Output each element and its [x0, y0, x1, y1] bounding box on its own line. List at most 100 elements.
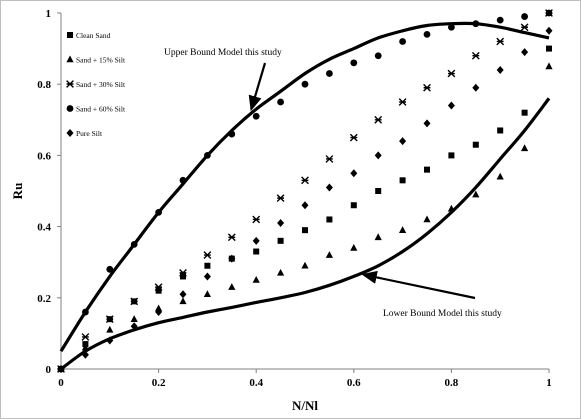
data-point: [326, 70, 333, 77]
data-point: [276, 194, 285, 203]
data-point: [130, 322, 138, 331]
data-point: [301, 201, 309, 210]
data-point: [325, 155, 334, 163]
data-point: [545, 62, 553, 70]
data-point: [521, 144, 529, 152]
annotations: Upper Bound Model this study Lower Bound …: [164, 48, 502, 319]
legend-label: Sand + 30% Silt: [76, 80, 126, 89]
data-point: [82, 308, 89, 316]
data-point: [423, 83, 431, 92]
data-point: [204, 152, 211, 159]
x-tick-label: 0.4: [249, 377, 263, 389]
data-point: [326, 216, 333, 223]
data-point: [203, 272, 211, 281]
legend-label: Pure Silt: [76, 129, 103, 138]
data-point: [398, 98, 407, 106]
data-point: [545, 26, 553, 35]
data-point: [302, 227, 308, 234]
data-point: [155, 287, 162, 294]
data-point: [277, 237, 284, 244]
y-tick-label: 0.4: [37, 222, 51, 234]
data-point: [399, 226, 407, 233]
legend-marker: [66, 55, 74, 63]
legend-marker: [66, 80, 74, 88]
data-point: [180, 273, 186, 280]
data-point: [497, 127, 504, 134]
data-point: [228, 283, 236, 290]
data-point: [228, 254, 236, 263]
y-tick-label: 0.2: [37, 293, 51, 305]
data-point: [252, 276, 260, 283]
data-point: [496, 37, 505, 46]
x-tick-label: 0.8: [445, 377, 459, 389]
data-point: [106, 325, 114, 333]
data-point: [325, 251, 333, 258]
data-point: [496, 16, 504, 24]
data-point: [277, 98, 284, 106]
data-point: [179, 297, 187, 305]
data-point: [374, 115, 383, 124]
data-point: [277, 268, 285, 276]
data-point: [130, 297, 139, 306]
x-tick-label: 0: [58, 377, 64, 389]
data-point: [154, 283, 163, 292]
data-point: [301, 176, 309, 185]
data-point: [496, 172, 504, 180]
x-tick-label: 0.2: [152, 377, 166, 389]
data-point: [350, 169, 358, 178]
data-point: [106, 336, 114, 345]
data-point: [105, 315, 114, 324]
data-point: [106, 265, 114, 273]
data-point: [374, 52, 382, 60]
data-point: [277, 219, 285, 228]
data-point: [447, 69, 456, 78]
upper-bound-label: Upper Bound Model this study: [164, 48, 282, 58]
data-point: [130, 315, 138, 322]
data-point: [325, 183, 333, 192]
data-point: [399, 137, 407, 146]
data-point: [447, 101, 455, 110]
data-point: [472, 141, 479, 148]
y-tick-label: 1: [46, 8, 52, 20]
data-point: [471, 51, 480, 60]
bound-curves: [59, 21, 551, 371]
data-point: [155, 208, 163, 216]
data-point: [424, 166, 430, 173]
data-point: [57, 365, 65, 373]
data-point: [81, 333, 90, 341]
data-point: [521, 109, 528, 116]
legend-marker: [67, 32, 73, 38]
legend-label: Sand + 60% Silt: [76, 105, 126, 114]
data-point: [81, 343, 89, 351]
data-point: [252, 112, 260, 120]
x-axis-title: N/Nl: [292, 398, 318, 413]
legend-label: Sand + 15% Silt: [76, 56, 126, 65]
lower-bound-label: Lower Bound Model this study: [383, 309, 502, 319]
legend-marker: [66, 105, 74, 112]
data-point: [301, 80, 309, 88]
data-point: [472, 190, 480, 198]
data-point: [204, 262, 211, 269]
data-point: [374, 233, 382, 241]
data-point: [375, 188, 382, 194]
axes: 0 0.2 0.4 0.6 0.8 1 0 0.2 0.4 0.6 0.8 1: [37, 8, 552, 389]
legend: Clean Sand Sand + 15% Silt Sand + 30% Silt…: [66, 31, 126, 138]
data-point: [423, 215, 431, 223]
legend-label: Clean Sand: [76, 31, 111, 40]
data-point: [350, 59, 358, 67]
data-point: [545, 9, 553, 17]
y-tick-label: 0: [46, 364, 52, 376]
data-point: [179, 290, 187, 299]
data-point: [399, 177, 406, 184]
data-point: [546, 45, 552, 52]
data-point: [521, 13, 528, 20]
data-point: [520, 23, 529, 32]
data-point: [399, 38, 406, 45]
data-point: [350, 243, 358, 251]
upper-bound-arrow: [248, 62, 267, 112]
data-point: [179, 176, 187, 184]
legend-marker: [66, 129, 74, 137]
data-point: [203, 290, 211, 298]
